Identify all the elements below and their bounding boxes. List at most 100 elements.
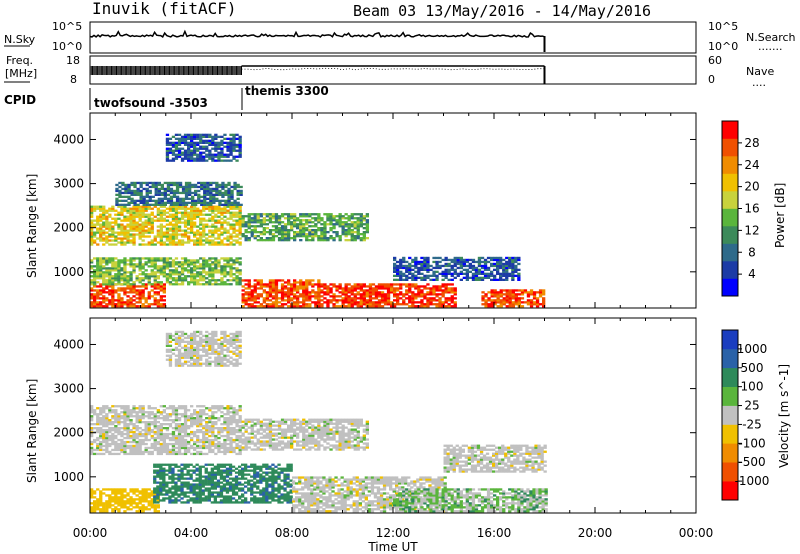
power-cell [183, 135, 188, 138]
velocity-cell [207, 475, 211, 478]
power-cell [120, 225, 124, 228]
power-cell [159, 267, 163, 270]
power-cell [190, 267, 194, 270]
power-cell [514, 270, 518, 273]
power-cell [102, 229, 106, 232]
power-cell [117, 301, 121, 304]
power-cell [253, 215, 257, 218]
power-cell [299, 295, 303, 298]
power-cell [157, 183, 161, 187]
power-cell [314, 225, 318, 228]
power-cell [123, 217, 127, 220]
velocity-cell [114, 448, 118, 452]
power-cell [432, 293, 436, 296]
velocity-cell [271, 477, 275, 480]
power-cell [165, 277, 170, 280]
power-cell [177, 143, 182, 146]
power-cell [359, 215, 363, 218]
power-cell [159, 281, 163, 284]
power-cell [332, 217, 336, 220]
power-cell [175, 183, 180, 187]
power-cell [157, 199, 161, 202]
power-cell [183, 139, 188, 142]
power-cell [277, 239, 282, 242]
velocity-cell [105, 432, 109, 436]
power-cell [193, 153, 197, 156]
power-cell [108, 273, 112, 276]
velocity-cell [186, 501, 190, 504]
power-cell [517, 262, 521, 266]
power-cell [393, 293, 397, 296]
velocity-cell [120, 506, 124, 509]
power-cell [153, 265, 157, 268]
power-cell [283, 291, 288, 294]
power-cell [147, 219, 151, 222]
power-cell [208, 157, 212, 160]
power-cell [502, 272, 506, 275]
velocity-cell [216, 479, 221, 482]
power-cell [393, 295, 397, 298]
power-cell [311, 291, 315, 294]
velocity-cell [192, 501, 196, 504]
power-cell [268, 293, 273, 296]
velocity-cell [201, 479, 205, 482]
velocity-cell [213, 481, 217, 484]
power-cell [480, 278, 485, 281]
velocity-cell [111, 438, 115, 442]
power-cell [120, 241, 124, 244]
velocity-cell [277, 495, 281, 498]
power-cell [211, 263, 215, 266]
power-cell [208, 225, 212, 228]
power-cell [344, 291, 348, 294]
power-cell [262, 305, 266, 308]
velocity-cell [96, 444, 100, 448]
power-cell [308, 239, 312, 242]
power-cell [308, 221, 312, 224]
power-cell [162, 211, 166, 214]
velocity-cell [277, 473, 281, 476]
power-cell [426, 301, 430, 304]
power-cell [212, 181, 216, 185]
power-cell [317, 303, 321, 306]
power-cell [426, 303, 430, 306]
power-cell [283, 239, 288, 242]
velocity-cell [256, 473, 260, 476]
velocity-cell [162, 463, 166, 466]
power-cell [174, 273, 179, 276]
velocity-cell [153, 465, 157, 468]
power-cell [308, 219, 312, 222]
power-cell [517, 299, 521, 302]
power-cell [253, 289, 257, 292]
power-cell [99, 291, 103, 294]
velocity-cell [253, 499, 257, 502]
power-cell [356, 303, 360, 306]
velocity-cell [126, 508, 130, 511]
power-cell [359, 213, 363, 216]
velocity-cell [93, 409, 97, 412]
power-cell [118, 181, 122, 185]
power-cell [150, 275, 154, 278]
power-cell [217, 279, 221, 282]
power-cell [420, 305, 424, 308]
power-cell [341, 217, 345, 220]
power-cell [450, 260, 454, 264]
power-cell [338, 221, 342, 224]
power-cell [139, 201, 143, 204]
power-cell [171, 205, 176, 208]
velocity-cell [231, 487, 236, 490]
power-cell [96, 227, 100, 230]
power-cell [180, 211, 185, 214]
velocity-cell [120, 490, 124, 493]
power-cell [368, 283, 373, 286]
power-cell [132, 285, 136, 288]
power-cell [156, 265, 160, 268]
power-cell [220, 223, 224, 226]
power-cell [130, 189, 134, 193]
power-cell [447, 287, 451, 290]
velocity-cell [262, 489, 266, 492]
power-cell [156, 291, 160, 294]
power-cell [139, 197, 143, 200]
power-cell [99, 237, 103, 240]
power-cell [280, 291, 285, 294]
velocity-cell [253, 467, 257, 470]
